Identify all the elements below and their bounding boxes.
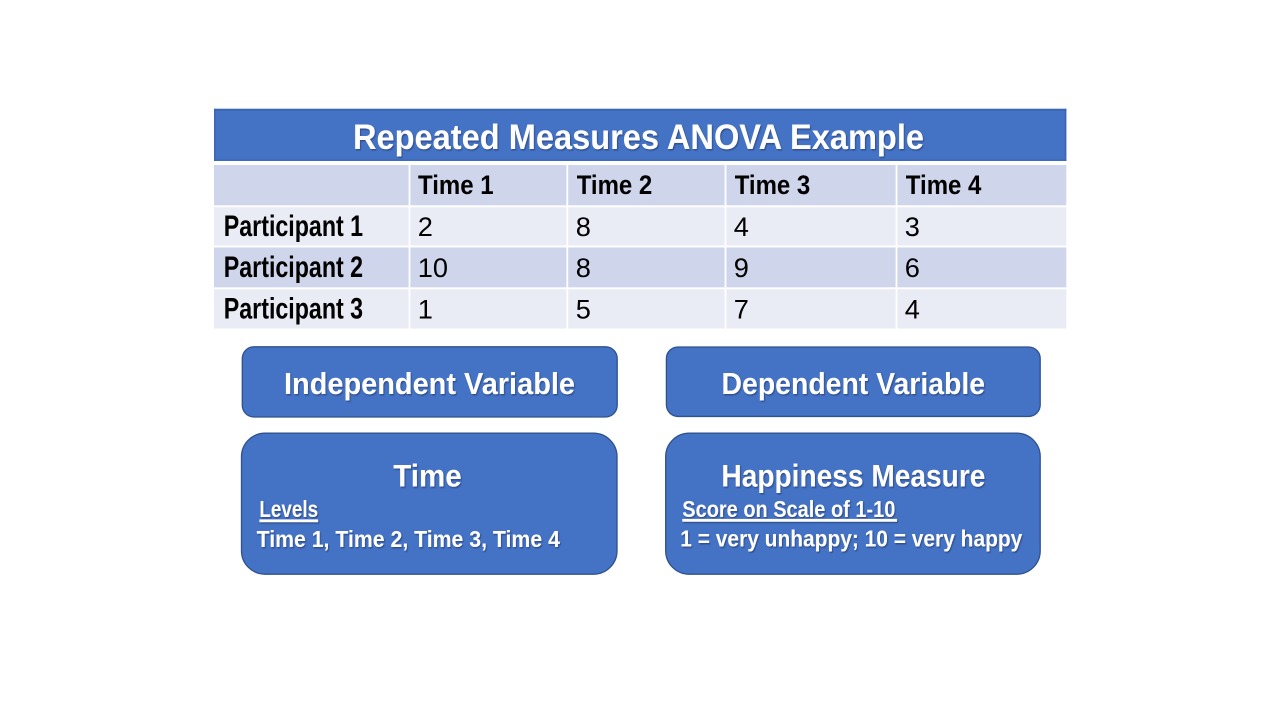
svg-text:8: 8 — [576, 252, 591, 283]
svg-text:Participant 1: Participant 1 — [224, 210, 363, 243]
svg-text:4: 4 — [734, 211, 749, 242]
svg-text:Time 4: Time 4 — [906, 170, 982, 200]
svg-text:Happiness Measure: Happiness Measure — [721, 458, 985, 494]
svg-text:Repeated Measures ANOVA Exampl: Repeated Measures ANOVA Example — [353, 118, 924, 157]
svg-text:3: 3 — [905, 211, 920, 242]
svg-text:7: 7 — [734, 294, 749, 325]
svg-text:Participant 3: Participant 3 — [224, 293, 363, 326]
svg-text:Time 3: Time 3 — [735, 170, 811, 200]
svg-text:4: 4 — [905, 294, 920, 325]
svg-text:8: 8 — [576, 211, 591, 242]
svg-text:Time 1, Time 2, Time 3, Time 4: Time 1, Time 2, Time 3, Time 4 — [257, 526, 560, 552]
svg-text:Time 1: Time 1 — [418, 170, 494, 200]
svg-text:Participant 2: Participant 2 — [224, 251, 363, 284]
svg-text:Time 2: Time 2 — [577, 170, 653, 200]
svg-text:10: 10 — [418, 252, 448, 283]
svg-text:5: 5 — [576, 294, 591, 325]
svg-text:Score on Scale of 1-10: Score on Scale of 1-10 — [682, 496, 895, 522]
svg-text:1 = very unhappy; 10 = very ha: 1 = very unhappy; 10 = very happy — [680, 526, 1022, 552]
svg-text:1: 1 — [418, 294, 433, 325]
svg-text:2: 2 — [418, 211, 433, 242]
svg-text:Dependent Variable: Dependent Variable — [722, 368, 986, 401]
svg-text:9: 9 — [734, 252, 749, 283]
svg-text:6: 6 — [905, 252, 920, 283]
svg-text:Time: Time — [393, 458, 462, 494]
svg-text:Independent Variable: Independent Variable — [284, 368, 575, 401]
svg-text:Levels: Levels — [259, 496, 318, 522]
